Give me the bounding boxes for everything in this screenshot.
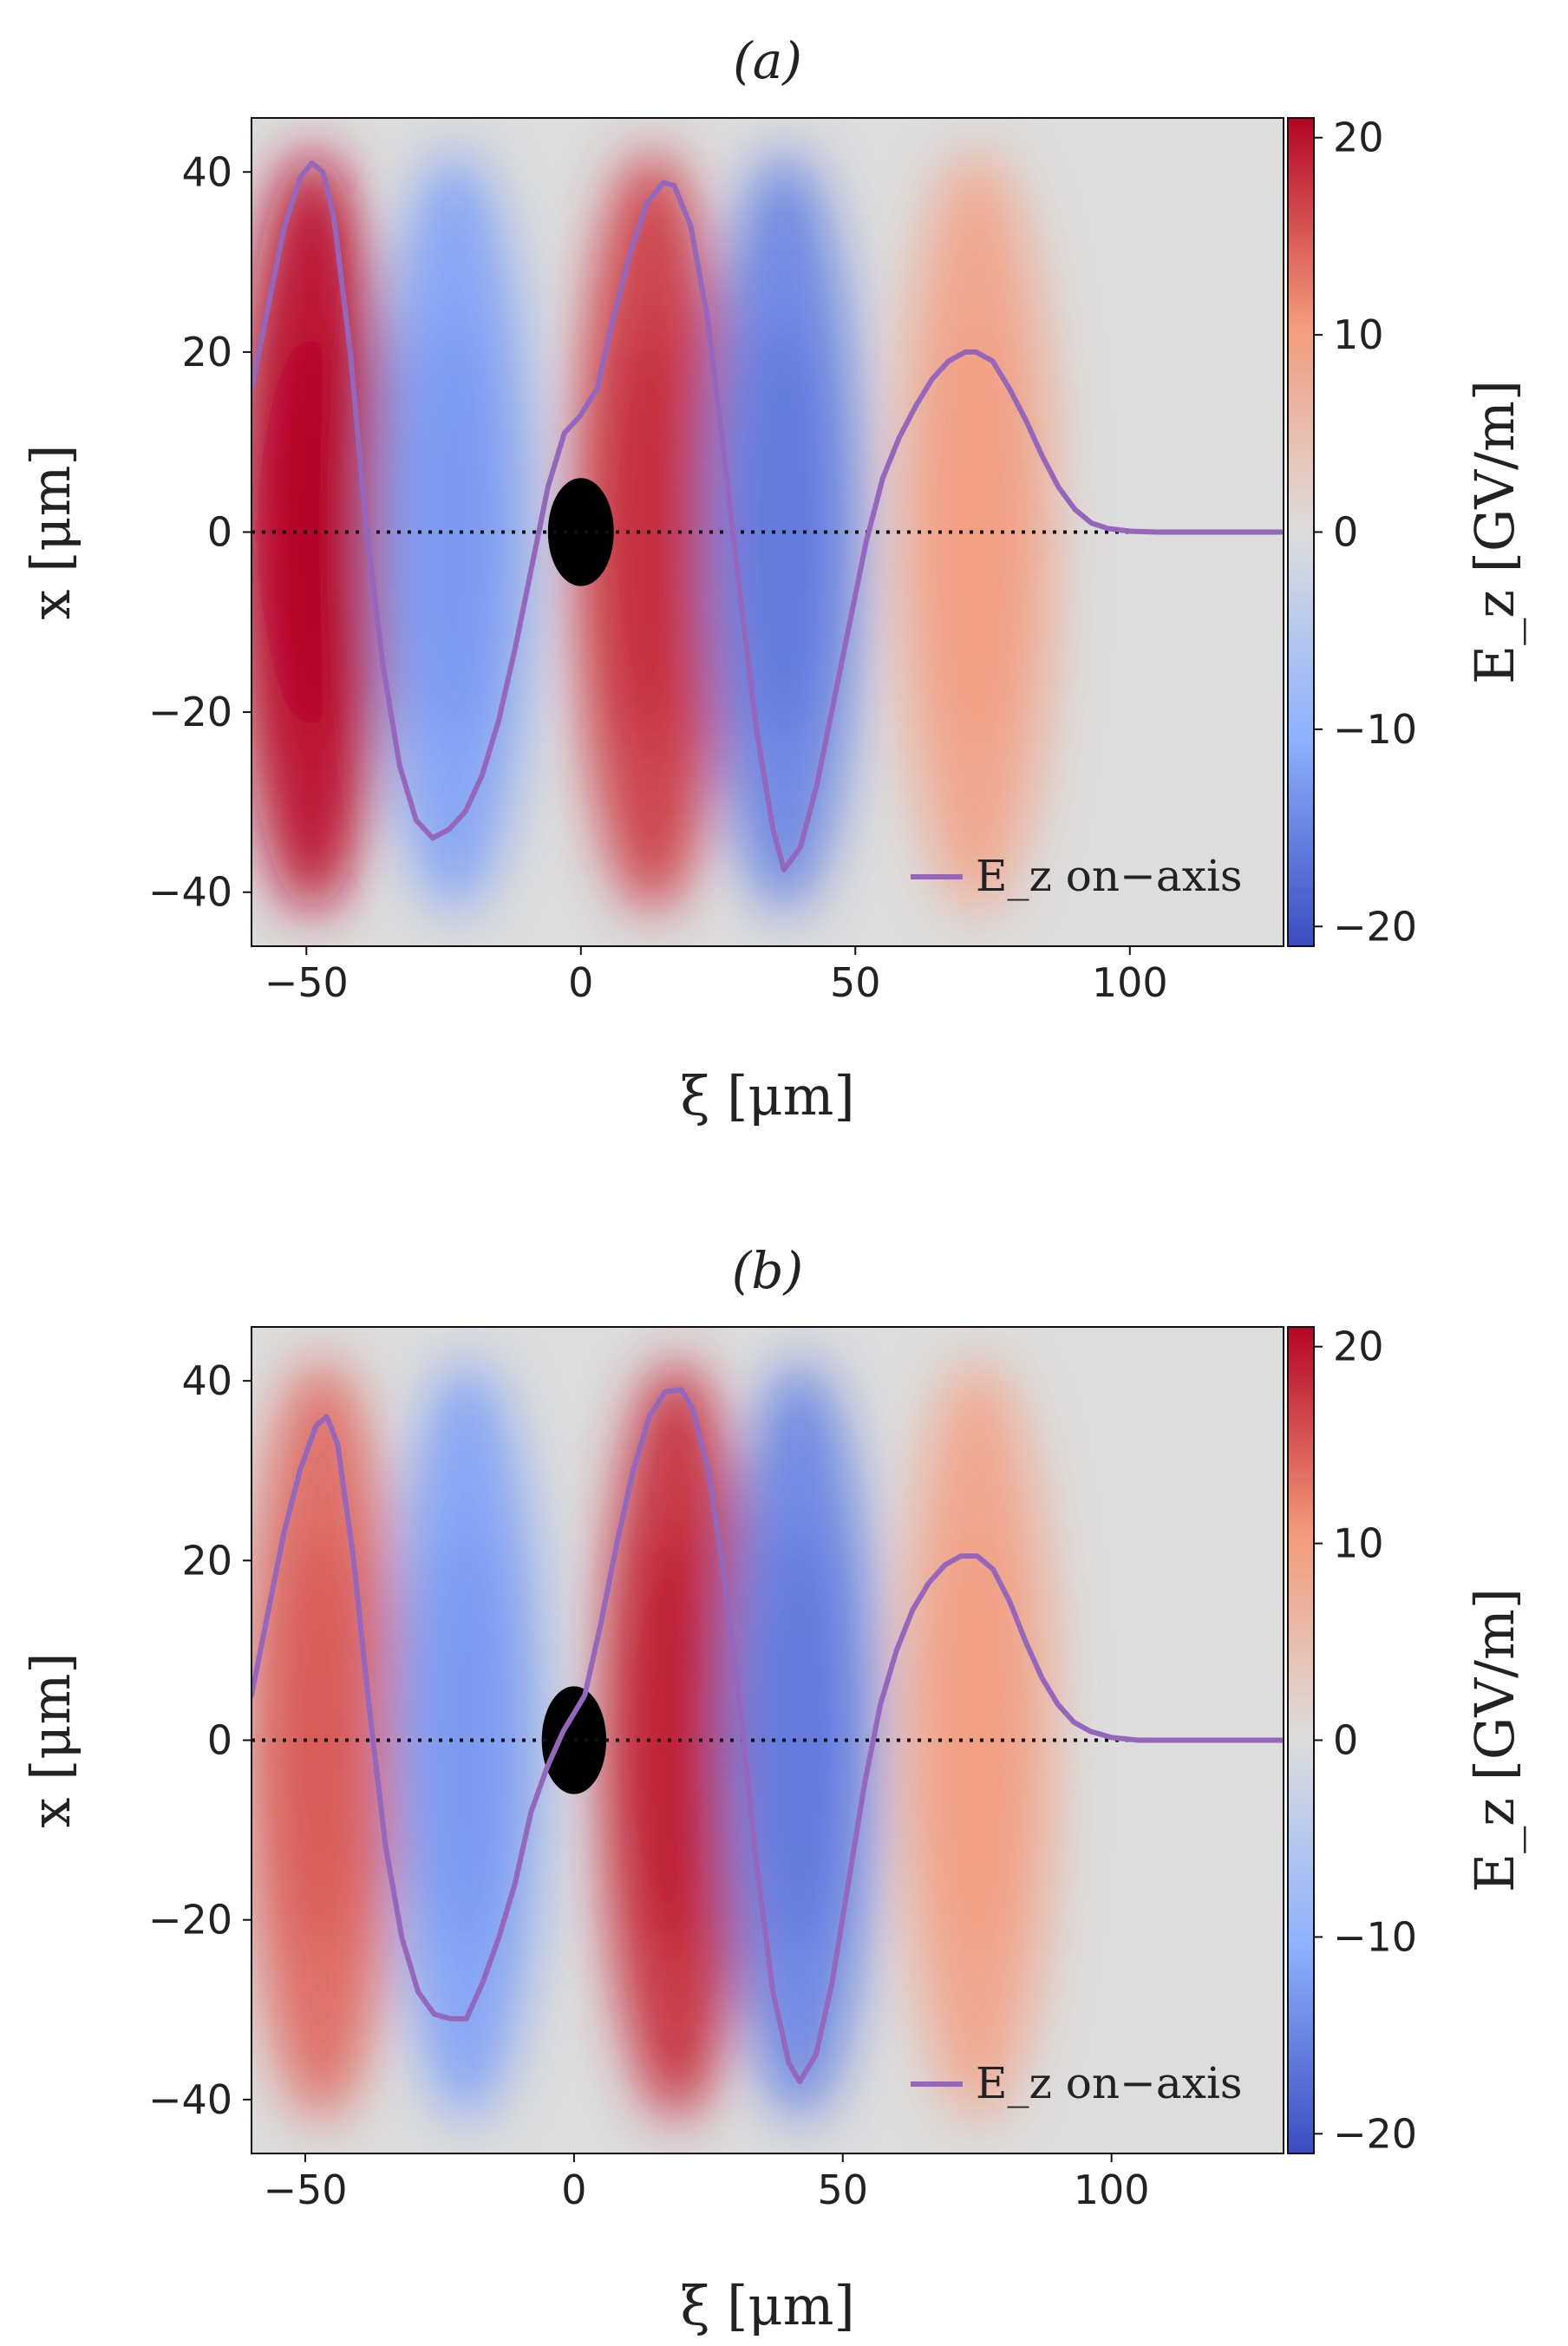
colorbar [1287,1326,1315,2154]
y-tick-label: −20 [148,689,232,735]
colorbar [1287,117,1315,947]
y-axis-label: x [μm] [19,444,82,619]
y-tick-label: 20 [181,329,232,376]
ez-on-axis-line [252,1387,1284,2085]
colorbar-tick-label: 0 [1333,509,1358,556]
field-lobes [252,1360,1053,2121]
legend-label: E_z on−axis [976,851,1243,901]
x-tick-label: 100 [1092,959,1168,1006]
y-axis-label: x [μm] [19,1652,82,1827]
colorbar-tick-label: −20 [1333,903,1417,950]
colorbar-label: E_z [GV/m] [1463,380,1526,684]
x-tick-label: 50 [830,959,881,1006]
panel-title: (a) [733,31,802,90]
field-lobe-core [933,322,1019,742]
y-tick-label: 40 [181,148,232,195]
y-tick-label: 0 [207,1717,232,1764]
x-tick-label: 0 [561,2166,586,2213]
electron-beam [547,478,614,586]
field-lobes [252,151,1054,913]
x-tick-label: 50 [817,2166,868,2213]
colorbar-tick-label: −20 [1333,2110,1417,2157]
colorbar-tick-label: 20 [1333,1323,1384,1370]
field-heatmap [252,1360,1284,2121]
field-lobe-core [610,322,695,742]
colorbar-tick-label: 0 [1333,1717,1358,1764]
y-tick-label: −40 [148,2076,232,2123]
panel-title: (b) [732,1241,803,1300]
colorbar-tick-label: −10 [1333,706,1417,753]
x-tick-label: 0 [568,959,593,1006]
x-axis-label: ξ [μm] [680,1064,854,1127]
ez-on-axis-line [252,160,1284,872]
colorbar-tick-label: 10 [1333,311,1384,358]
y-tick-label: 40 [181,1357,232,1404]
legend-label: E_z on−axis [976,2058,1243,2108]
x-tick-label: 100 [1074,2166,1150,2213]
colorbar-label: E_z [GV/m] [1463,1588,1526,1892]
y-tick-label: −40 [148,869,232,916]
y-tick-label: 0 [207,509,232,556]
field-lobe-core [758,1531,841,1950]
field-lobe-core [279,1531,363,1950]
field-heatmap [252,151,1284,913]
field-lobe-core [634,1531,718,1950]
field-lobe-core [269,322,355,742]
colorbar-tick-label: 10 [1333,1520,1384,1567]
electron-beam [541,1686,607,1794]
x-axis-label: ξ [μm] [680,2274,854,2337]
colorbar-tick-label: −10 [1333,1913,1417,1960]
x-tick-label: −50 [263,2166,347,2213]
field-lobe-core [412,322,497,742]
y-tick-label: −20 [148,1897,232,1944]
field-lobe-core [425,1531,508,1950]
field-lobe-core [935,1531,1019,1950]
x-tick-label: −50 [265,959,349,1006]
y-tick-label: 20 [181,1537,232,1584]
colorbar-tick-label: 20 [1333,114,1384,161]
